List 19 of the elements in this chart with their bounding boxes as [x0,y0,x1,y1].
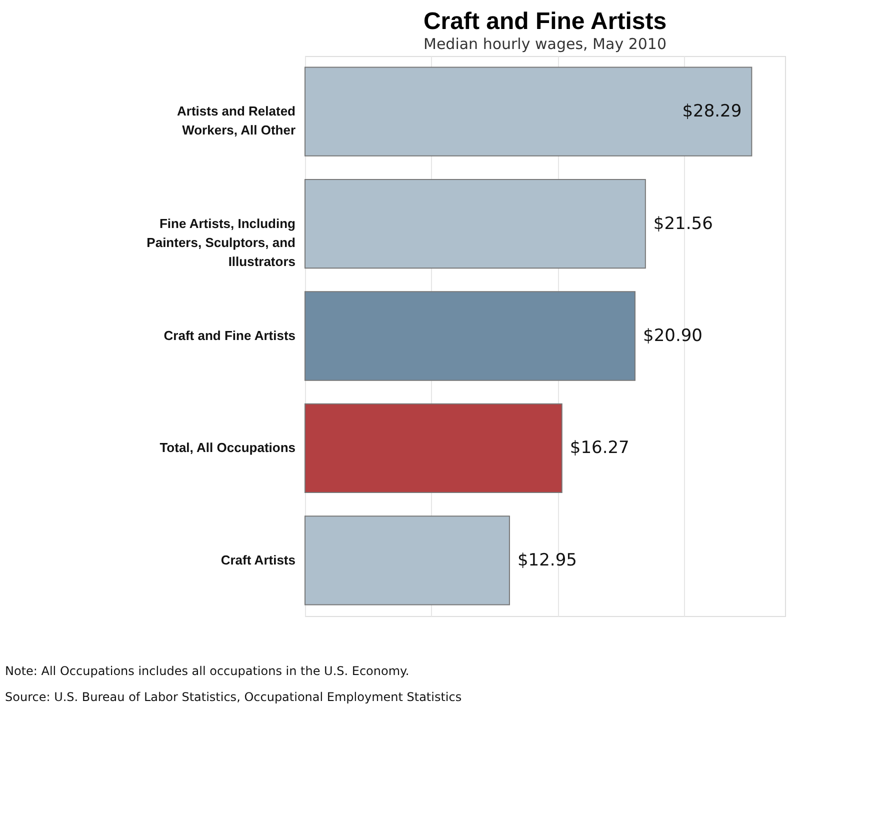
y-tick-label: Total, All Occupations [160,440,296,456]
y-tick-label: Artists and Related Workers, All Other [177,104,296,138]
data-label: $28.29 [682,102,742,122]
source-note: Source: U.S. Bureau of Labor Statistics, Occupational Employment Statistics [5,690,462,704]
bar [304,66,752,156]
bar [304,403,562,494]
y-tick-label: Fine Artists, Including Painters, Sculptors, and Illustrators [146,216,296,269]
data-label: $20.90 [643,326,702,346]
bar [304,178,646,269]
chart-subtitle: Median hourly wages, May 2010 [423,35,667,53]
chart-title: Craft and Fine Artists [423,8,667,35]
bar [304,291,636,381]
y-tick-label: Craft and Fine Artists [164,328,296,343]
y-tick-label: Craft Artists [220,552,296,568]
data-label: $12.95 [517,550,577,570]
data-label: $21.56 [653,214,713,234]
bar [304,516,510,606]
text: Note: All Occupations includes all occupations in the U.S. Economy. [5,664,410,678]
data-label: $16.27 [570,438,630,458]
